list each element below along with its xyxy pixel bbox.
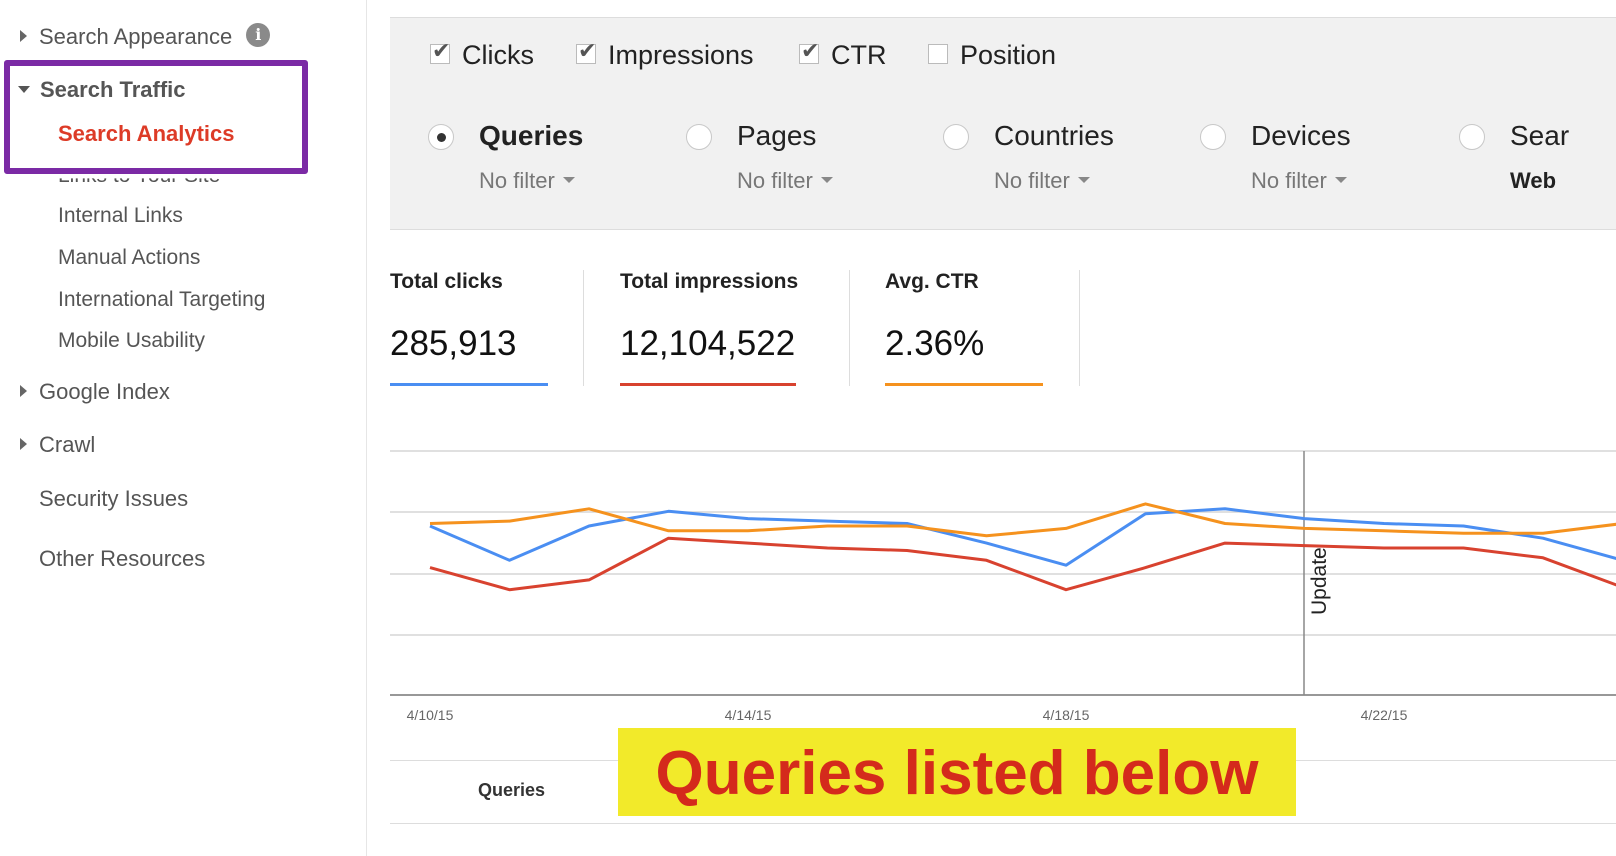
divider bbox=[583, 270, 584, 386]
dropdown-caret-icon bbox=[562, 177, 575, 184]
annotation-label: Update bbox=[1308, 547, 1331, 615]
metric-label: Clicks bbox=[462, 40, 534, 70]
expand-arrow-icon bbox=[20, 438, 27, 451]
avg-ctr-card[interactable]: Avg. CTR 2.36% bbox=[885, 270, 1047, 386]
highlight-annotation-box bbox=[4, 60, 308, 174]
series-line-impressions bbox=[429, 536, 1616, 592]
sidebar-item-google-index[interactable]: Google Index bbox=[20, 379, 170, 405]
sidebar-item-security-issues[interactable]: Security Issues bbox=[39, 486, 189, 511]
sidebar-item-label: Search Traffic bbox=[40, 77, 186, 102]
filter-value: No filter bbox=[479, 168, 555, 193]
filter-value: No filter bbox=[1251, 168, 1327, 193]
metric-checkbox-position[interactable]: Position bbox=[928, 40, 1056, 71]
metric-label: Impressions bbox=[608, 40, 754, 70]
checkbox-checked-icon[interactable] bbox=[576, 38, 596, 64]
avg-ctr-label: Avg. CTR bbox=[885, 270, 979, 293]
clicks-color-underline bbox=[390, 383, 548, 386]
collapse-arrow-icon bbox=[18, 85, 30, 93]
group-label: Pages bbox=[737, 120, 817, 151]
metric-checkbox-ctr[interactable]: CTR bbox=[799, 38, 887, 71]
filter-dropdown[interactable]: No filter bbox=[479, 168, 575, 194]
total-clicks-label: Total clicks bbox=[390, 270, 503, 293]
filter-dropdown[interactable]: No filter bbox=[1251, 168, 1347, 194]
x-tick-label: 4/18/15 bbox=[1043, 707, 1090, 723]
divider bbox=[1079, 270, 1080, 386]
sidebar-item-internal-links[interactable]: Internal Links bbox=[58, 204, 183, 227]
total-impressions-card[interactable]: Total impressions 12,104,522 bbox=[620, 270, 800, 386]
radio-selected-icon[interactable] bbox=[428, 124, 454, 150]
series-line-ctr bbox=[429, 502, 1616, 538]
filter-dropdown[interactable]: No filter bbox=[994, 168, 1090, 194]
radio-unselected-icon[interactable] bbox=[943, 124, 969, 150]
filter-dropdown[interactable]: Web bbox=[1510, 168, 1556, 194]
total-impressions-value: 12,104,522 bbox=[620, 324, 796, 363]
radio-unselected-icon[interactable] bbox=[686, 124, 712, 150]
group-by-bar: Queries No filter Pages No filter Countr… bbox=[390, 92, 1616, 230]
sidebar-item-crawl[interactable]: Crawl bbox=[20, 432, 95, 458]
group-label: Queries bbox=[479, 120, 584, 151]
sidebar-item-label: Search Appearance bbox=[39, 24, 233, 49]
metric-label: Position bbox=[960, 40, 1057, 70]
sidebar-item-label: Google Index bbox=[39, 379, 170, 404]
impressions-color-underline bbox=[620, 383, 796, 386]
dropdown-caret-icon bbox=[1077, 177, 1090, 184]
filter-value: No filter bbox=[737, 168, 813, 193]
filter-value: No filter bbox=[994, 168, 1070, 193]
x-tick-label: 4/14/15 bbox=[725, 707, 772, 723]
avg-ctr-value: 2.36% bbox=[885, 324, 985, 363]
metric-selector-bar: Clicks Impressions CTR Position bbox=[390, 17, 1616, 93]
metric-checkbox-impressions[interactable]: Impressions bbox=[576, 38, 754, 71]
dropdown-caret-icon bbox=[1334, 177, 1347, 184]
checkbox-checked-icon[interactable] bbox=[799, 38, 819, 64]
filter-dropdown[interactable]: No filter bbox=[737, 168, 833, 194]
x-tick-label: 4/10/15 bbox=[407, 707, 454, 723]
info-icon[interactable]: i bbox=[246, 23, 271, 48]
group-label: Countries bbox=[994, 120, 1114, 151]
annotation-banner: Queries listed below bbox=[618, 728, 1296, 816]
sidebar-item-international-targeting[interactable]: International Targeting bbox=[58, 288, 266, 311]
total-impressions-label: Total impressions bbox=[620, 270, 799, 293]
radio-unselected-icon[interactable] bbox=[1459, 124, 1485, 150]
metric-checkbox-clicks[interactable]: Clicks bbox=[430, 38, 534, 71]
group-label: Devices bbox=[1251, 120, 1351, 151]
x-tick-label: 4/22/15 bbox=[1361, 707, 1408, 723]
total-clicks-value: 285,913 bbox=[390, 324, 517, 363]
checkbox-checked-icon[interactable] bbox=[430, 38, 450, 64]
dropdown-caret-icon bbox=[820, 177, 833, 184]
sidebar-item-manual-actions[interactable]: Manual Actions bbox=[58, 246, 201, 269]
ctr-color-underline bbox=[885, 383, 1043, 386]
performance-line-chart: Update 4/10/15 4/14/15 4/18/15 4/22/15 bbox=[390, 450, 1616, 723]
divider bbox=[849, 270, 850, 386]
sidebar-item-search-analytics[interactable]: Search Analytics bbox=[58, 121, 235, 146]
group-label: Sear bbox=[1510, 120, 1570, 151]
expand-arrow-icon bbox=[20, 385, 27, 398]
sidebar-item-search-appearance[interactable]: Search Appearance i bbox=[20, 23, 271, 50]
series-line-clicks bbox=[429, 507, 1616, 567]
sidebar-item-mobile-usability[interactable]: Mobile Usability bbox=[58, 329, 206, 352]
sidebar-item-links-to-your-site[interactable]: Links to Your Site bbox=[58, 164, 221, 187]
sidebar-item-search-traffic[interactable]: Search Traffic bbox=[18, 77, 186, 103]
queries-column-header[interactable]: Queries bbox=[478, 780, 546, 800]
radio-unselected-icon[interactable] bbox=[1200, 124, 1226, 150]
expand-arrow-icon bbox=[20, 30, 27, 43]
total-clicks-card[interactable]: Total clicks 285,913 bbox=[390, 270, 550, 386]
filter-value: Web bbox=[1510, 168, 1557, 193]
sidebar-item-label: Crawl bbox=[39, 432, 96, 457]
sidebar-item-other-resources[interactable]: Other Resources bbox=[39, 546, 206, 571]
metric-label: CTR bbox=[831, 40, 887, 70]
checkbox-unchecked-icon[interactable] bbox=[928, 43, 948, 64]
